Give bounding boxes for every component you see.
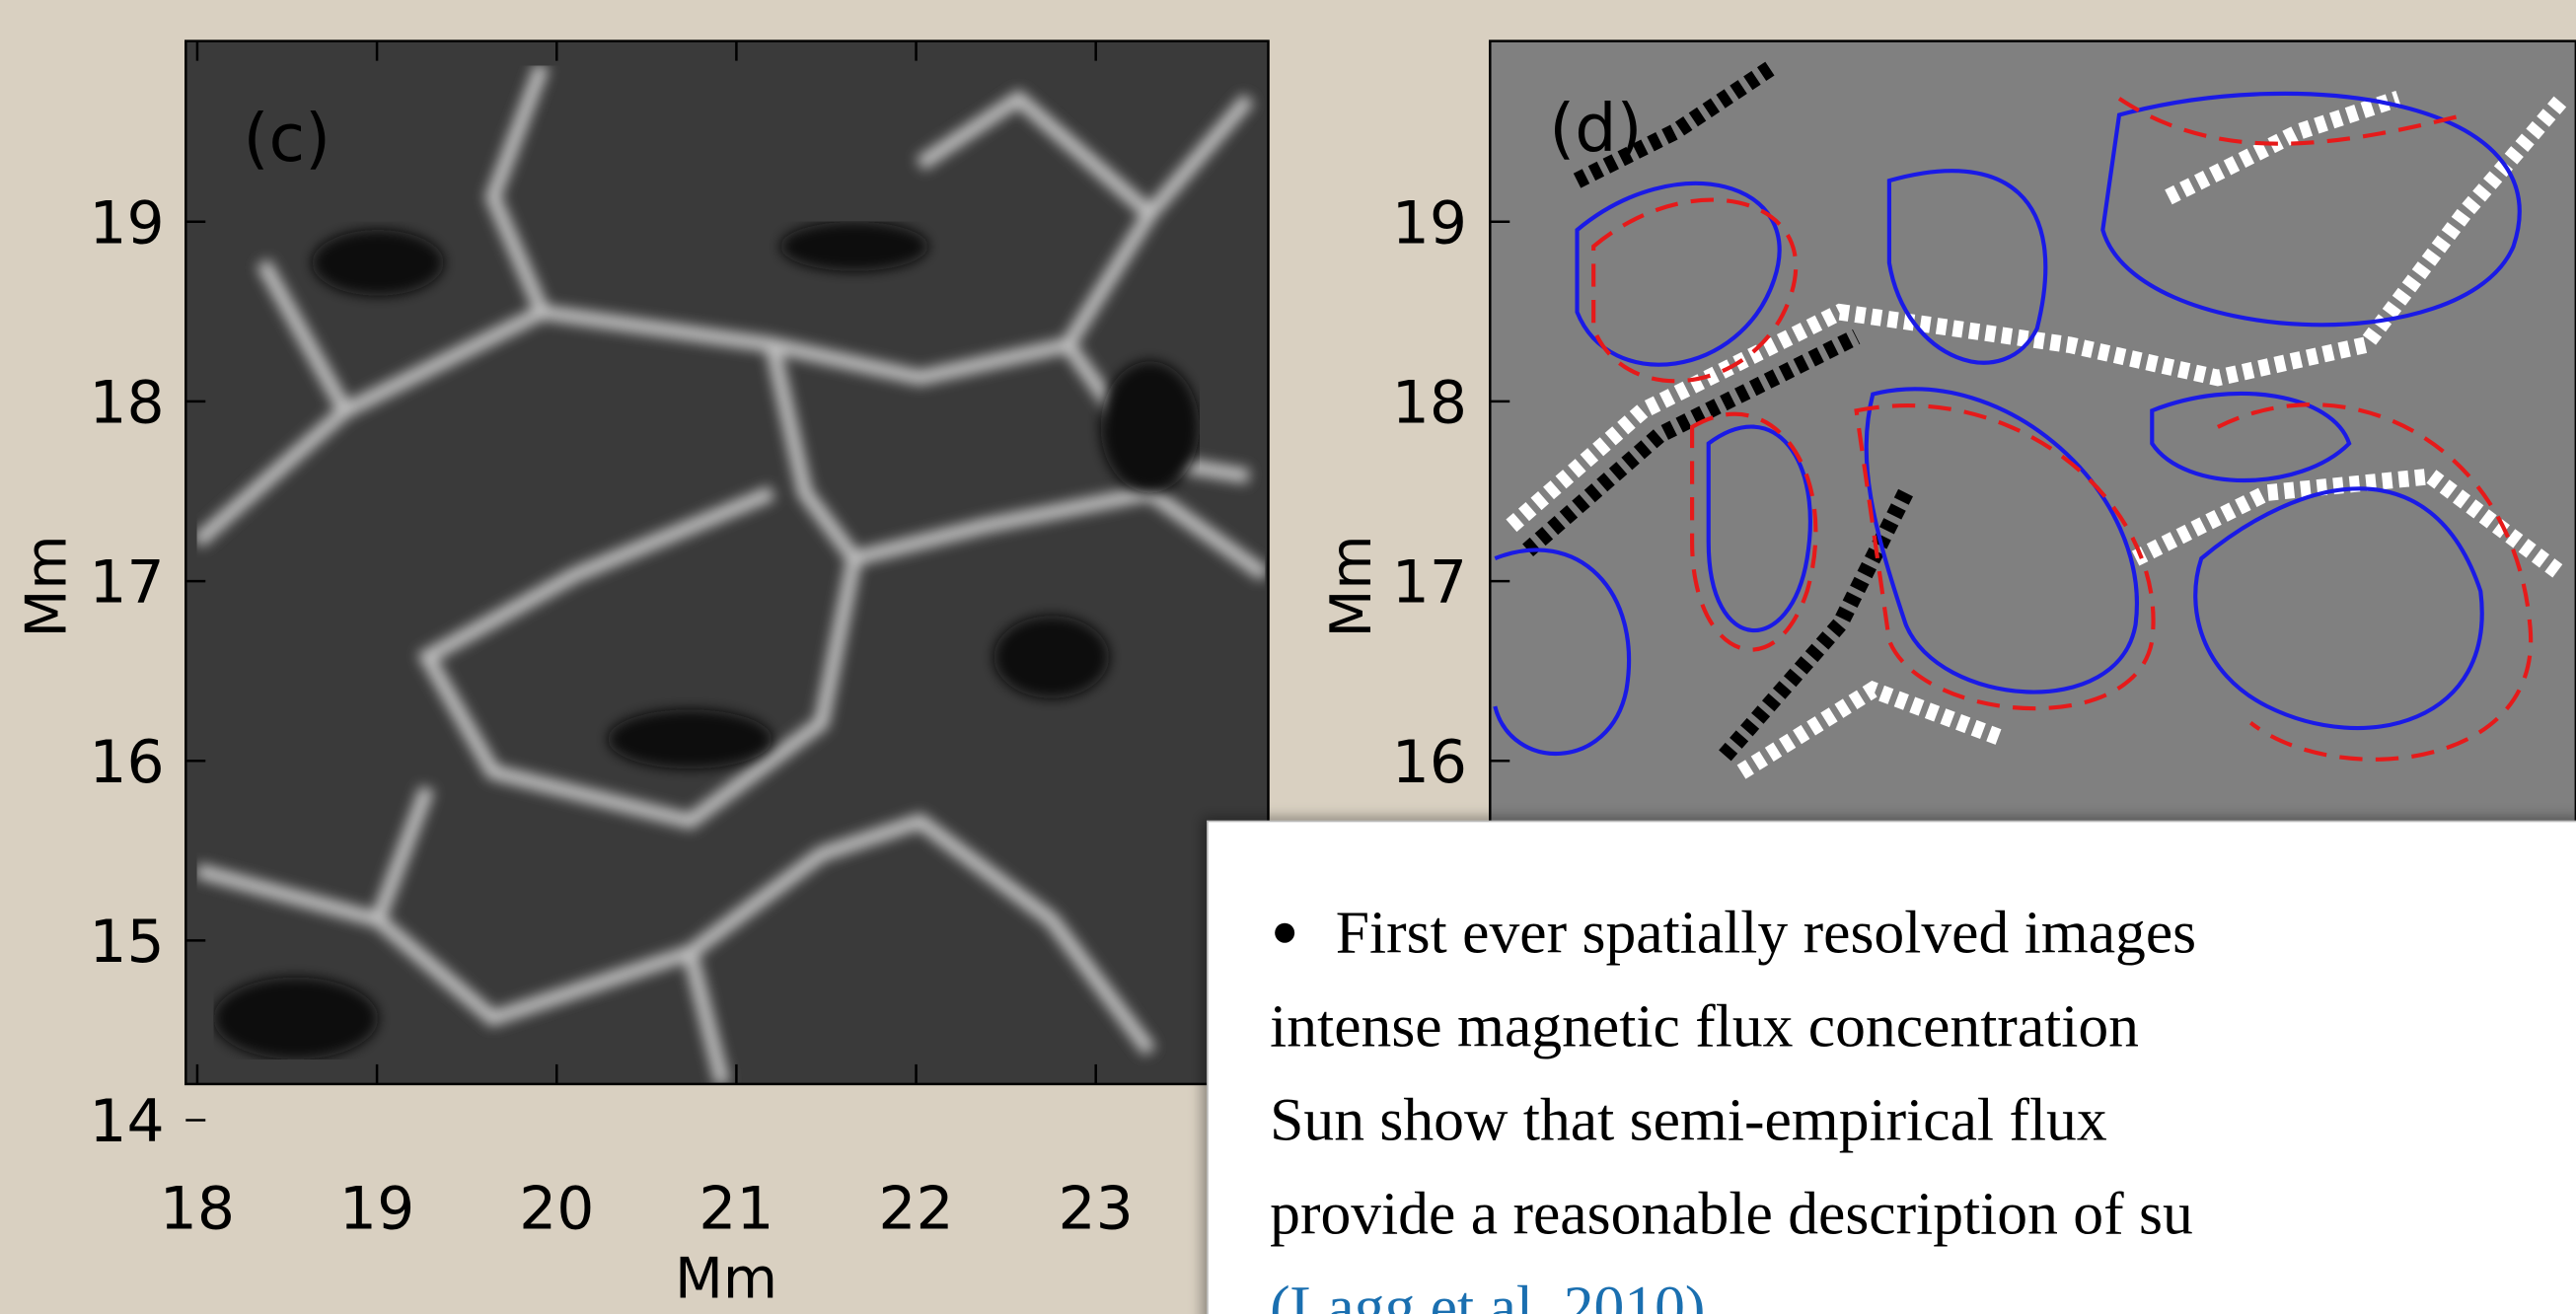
- citation: (Lagg et al. 2010): [1270, 1274, 1705, 1314]
- y-tick-label: 18: [1392, 369, 1467, 438]
- text-box: First ever spatially resolved images inte…: [1208, 822, 2576, 1314]
- y-tick-label: 17: [89, 548, 164, 618]
- bullet-text-line: Sun show that semi-empirical flux: [1270, 1087, 2107, 1154]
- bullet-text-line: First ever spatially resolved images: [1336, 900, 2196, 967]
- panel-label: (d): [1549, 90, 1642, 167]
- x-tick-label: 23: [1059, 1174, 1134, 1243]
- x-axis-label: Mm: [675, 1246, 777, 1311]
- bullet: [1275, 923, 1294, 943]
- bullet-text-line: intense magnetic flux concentration: [1270, 993, 2139, 1060]
- panel-c-image: [185, 41, 1268, 1084]
- y-tick-label: 19: [89, 188, 164, 257]
- y-tick-label: 17: [1392, 548, 1467, 618]
- x-tick-label: 21: [699, 1174, 773, 1243]
- bullet-text-line: provide a reasonable description of su: [1270, 1180, 2193, 1247]
- y-tick-label: 16: [1392, 728, 1467, 797]
- y-tick-label: 14: [89, 1087, 164, 1156]
- x-tick-label: 20: [519, 1174, 594, 1243]
- x-tick-label: 18: [160, 1174, 235, 1243]
- y-tick-label: 16: [89, 728, 164, 797]
- x-tick-label: 22: [878, 1174, 953, 1243]
- y-axis-label: Mm: [1319, 535, 1384, 637]
- x-tick-label: 19: [339, 1174, 414, 1243]
- page: {"panels": [ {"label": "(c)", "x_ticks":…: [0, 0, 2576, 1314]
- panel-label: (c): [244, 100, 331, 177]
- y-tick-label: 19: [1392, 188, 1467, 257]
- y-tick-label: 15: [89, 908, 164, 977]
- y-axis-label: Mm: [15, 535, 80, 637]
- y-tick-label: 18: [89, 369, 164, 438]
- slide: (c) (d) Mm Mm Mm 18 19 20 21 22 23 19 18 17 16 15 1…: [0, 0, 2576, 1314]
